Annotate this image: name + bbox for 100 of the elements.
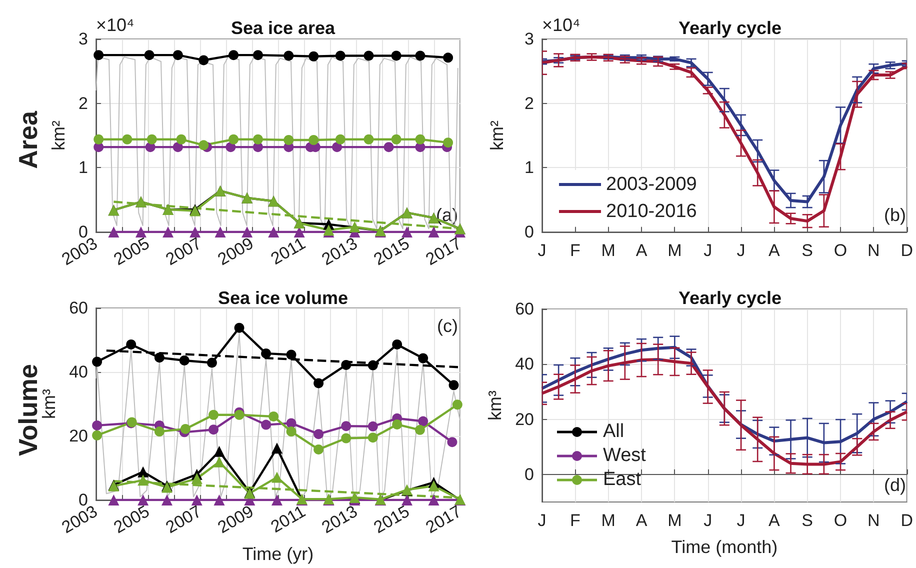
point xyxy=(92,420,102,430)
point xyxy=(138,474,149,486)
point xyxy=(228,134,239,144)
y-axis-title: km² xyxy=(48,120,69,150)
chart-title: Sea ice area xyxy=(230,18,336,38)
x-tick-label: 2005 xyxy=(110,234,153,270)
point xyxy=(391,50,402,61)
point xyxy=(314,429,324,440)
point xyxy=(364,50,374,61)
y-tick-label: 2 xyxy=(78,94,88,113)
point xyxy=(252,134,263,144)
point xyxy=(135,226,146,238)
y-tick-label: 3 xyxy=(78,30,88,48)
point xyxy=(206,358,217,368)
point xyxy=(126,339,136,350)
point xyxy=(161,494,172,506)
x-tick-label: J xyxy=(704,241,712,260)
point xyxy=(208,410,219,420)
point xyxy=(226,142,236,152)
x-tick-label: O xyxy=(834,511,848,530)
point xyxy=(286,426,296,437)
point xyxy=(228,50,239,60)
y-tick-label: 1 xyxy=(524,158,534,178)
annotation: (b) xyxy=(884,205,906,225)
legend-label: All xyxy=(603,420,624,444)
x-tick-label: 2007 xyxy=(162,234,205,270)
x-tick-label: J xyxy=(736,511,746,530)
x-tick-label: A xyxy=(768,511,781,530)
x-axis-title: Time (yr) xyxy=(242,544,314,564)
x-tick-label: D xyxy=(900,241,913,260)
x-tick-label: M xyxy=(668,511,682,530)
x-tick-label: 2017 xyxy=(422,502,465,538)
x-tick-label: N xyxy=(868,241,880,260)
point xyxy=(401,226,412,238)
point xyxy=(284,50,294,61)
point xyxy=(108,494,120,506)
point xyxy=(92,356,102,367)
point xyxy=(384,142,394,152)
x-tick-label: 2009 xyxy=(214,234,257,270)
point xyxy=(191,473,202,484)
point xyxy=(314,378,324,388)
point xyxy=(284,135,294,145)
point xyxy=(261,348,272,358)
point xyxy=(122,134,132,144)
x-tick-label: 2011 xyxy=(268,234,309,268)
point xyxy=(92,430,102,440)
point xyxy=(392,419,402,430)
y-tick-label: 0 xyxy=(78,222,88,242)
point xyxy=(268,411,279,422)
point xyxy=(447,437,458,448)
y-tick-label: 60 xyxy=(515,300,534,318)
point xyxy=(138,494,149,506)
y-tick-label: 40 xyxy=(69,362,88,382)
point xyxy=(332,142,342,152)
point xyxy=(146,134,157,144)
legend-label: 2010-2016 xyxy=(606,201,697,222)
point xyxy=(268,226,280,238)
point xyxy=(418,353,428,364)
x-tick-label: N xyxy=(868,511,880,530)
point xyxy=(176,134,186,144)
x-tick-label: 2011 xyxy=(268,502,309,536)
text: ×10⁴ xyxy=(96,15,134,35)
point xyxy=(341,433,352,444)
x-tick-label: 2005 xyxy=(110,502,153,538)
point xyxy=(138,466,149,478)
point xyxy=(94,134,104,144)
point xyxy=(364,134,374,144)
x-tick-label: M xyxy=(601,241,616,260)
text: ×10⁴ xyxy=(542,15,580,35)
annotation: (d) xyxy=(884,475,906,495)
point xyxy=(242,226,253,238)
point xyxy=(308,51,319,62)
point xyxy=(234,322,244,333)
chart-title: Sea ice volume xyxy=(218,288,348,308)
point xyxy=(154,426,164,437)
point xyxy=(308,135,319,145)
point xyxy=(335,50,346,61)
x-tick-label: F xyxy=(570,241,580,260)
point xyxy=(418,416,428,426)
point xyxy=(191,494,202,506)
point xyxy=(286,350,296,360)
x-tick-label: 2013 xyxy=(318,234,361,270)
text: Area xyxy=(13,110,43,169)
point xyxy=(443,138,454,148)
point xyxy=(234,410,244,420)
x-tick-label: S xyxy=(802,511,814,530)
point xyxy=(190,226,201,238)
point xyxy=(214,456,225,468)
point xyxy=(368,360,378,370)
legend-label: West xyxy=(603,444,646,468)
legend-label: 2003-2009 xyxy=(606,174,697,195)
point xyxy=(401,494,412,506)
point xyxy=(335,134,346,144)
y-tick-label: 0 xyxy=(524,222,534,242)
x-tick-label: J xyxy=(538,511,546,530)
y-tick-label: 0 xyxy=(78,490,88,510)
x-tick-label: M xyxy=(601,511,616,530)
x-tick-label: O xyxy=(834,241,848,260)
point xyxy=(415,134,426,144)
y-tick-label: 60 xyxy=(69,298,88,318)
